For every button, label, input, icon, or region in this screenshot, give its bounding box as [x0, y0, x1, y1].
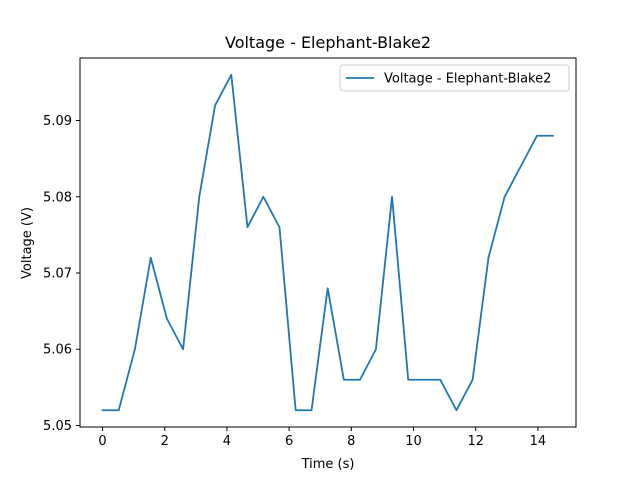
x-tick-label: 6 — [285, 434, 293, 449]
x-tick-label: 0 — [98, 434, 106, 449]
x-tick-label: 2 — [161, 434, 169, 449]
y-tick-label: 5.05 — [43, 419, 72, 434]
legend-box — [339, 64, 570, 92]
y-tick-label: 5.07 — [43, 266, 72, 281]
y-tick-label: 5.06 — [43, 343, 72, 358]
y-tick-label: 5.08 — [43, 190, 72, 205]
legend-label: Voltage - Elephant-Blake2 — [384, 72, 551, 87]
x-tick-label: 8 — [347, 434, 355, 449]
axes-frame — [79, 57, 577, 428]
x-tick-label: 10 — [405, 434, 422, 449]
y-tick-label: 5.09 — [43, 114, 72, 129]
y-axis-label: Voltage (V) — [20, 207, 35, 279]
series-line-0 — [101, 73, 554, 412]
x-axis-label: Time (s) — [301, 457, 355, 472]
plot-area: 0 2 4 6 8 10 12 14 5.05 5.06 5.07 5.08 5.09 — [43, 57, 577, 449]
chart-title: Voltage - Elephant-Blake2 — [225, 33, 431, 52]
x-tick-label: 4 — [223, 434, 231, 449]
x-tick-label: 12 — [467, 434, 484, 449]
legend: Voltage - Elephant-Blake2 — [339, 64, 570, 92]
x-tick-label: 14 — [530, 434, 547, 449]
